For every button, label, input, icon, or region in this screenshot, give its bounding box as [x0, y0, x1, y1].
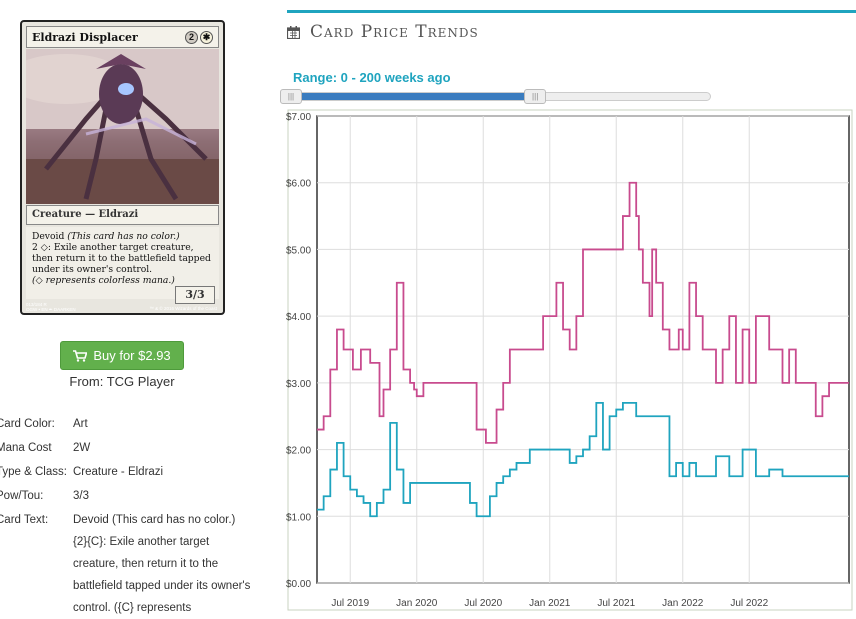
card-art	[26, 49, 219, 204]
cart-icon	[73, 349, 88, 362]
card-type-line: Creature — Eldrazi	[26, 205, 219, 225]
range-slider[interactable]: ||| |||	[280, 89, 711, 104]
range-handle-end[interactable]: |||	[524, 89, 547, 104]
range-handle-start[interactable]: |||	[280, 89, 302, 104]
collector-number: 013/184 R	[26, 302, 47, 307]
devoid-keyword: Devoid	[32, 231, 65, 242]
plot-area	[316, 115, 850, 584]
price-series-line-1	[317, 401, 849, 518]
detail-value: 3/3	[73, 490, 89, 502]
detail-label: Card Color:	[0, 418, 55, 430]
x-tick-label: Jan 2020	[396, 598, 438, 609]
price-source: From: TCG Player	[69, 374, 175, 389]
buy-button-label: Buy for $2.93	[93, 348, 171, 363]
card-image: Eldrazi Displacer 2 ✱ Creature — Eldrazi…	[20, 20, 225, 315]
detail-label: Mana Cost	[0, 442, 52, 454]
y-tick-label: $1.00	[286, 512, 311, 523]
card-title-bar: Eldrazi Displacer 2 ✱	[26, 26, 219, 48]
x-tick-label: Jan 2021	[529, 598, 571, 609]
detail-label: Type & Class:	[0, 466, 67, 478]
card-name: Eldrazi Displacer	[32, 30, 138, 44]
y-tick-label: $5.00	[286, 245, 311, 256]
copyright-line: ™ & © 2016 Wizards of the Coast	[149, 306, 217, 311]
x-tick-label: Jan 2022	[662, 598, 704, 609]
y-tick-label: $0.00	[286, 579, 311, 590]
y-tick-label: $7.00	[286, 112, 311, 123]
x-tick-label: Jul 2022	[730, 598, 768, 609]
eldrazi-art-icon	[26, 49, 219, 204]
y-tick-label: $6.00	[286, 179, 311, 190]
collector-info: 013/184 R OGW • EN ✒ DAARKEN	[26, 302, 76, 312]
detail-value: Art	[73, 418, 88, 430]
card-rules-text: Devoid (This card has no color.) 2 ◇: Ex…	[26, 227, 219, 299]
detail-label: Pow/Tou:	[0, 490, 44, 502]
buy-button[interactable]: Buy for $2.93	[60, 341, 184, 370]
range-slider-fill	[291, 93, 536, 100]
generic-mana-icon: 2	[185, 30, 198, 44]
devoid-reminder: (This card has no color.)	[67, 231, 180, 242]
colorless-reminder: (◇ represents colorless mana.)	[32, 275, 175, 286]
section-divider	[287, 10, 856, 13]
x-tick-label: Jul 2021	[597, 598, 635, 609]
mana-cost: 2 ✱	[185, 30, 213, 44]
y-tick-label: $3.00	[286, 379, 311, 390]
x-tick-label: Jul 2019	[331, 598, 369, 609]
y-tick-label: $2.00	[286, 446, 311, 457]
colorless-mana-icon: ✱	[200, 30, 213, 44]
detail-value: Devoid (This card has no color.) {2}{C}:…	[73, 514, 251, 614]
price-chart: $0.00 $1.00 $2.00 $3.00 $4.00 $5.00 $6.00 $7.00…	[286, 109, 853, 611]
detail-value: Creature - Eldrazi	[73, 466, 164, 478]
calendar-icon	[287, 25, 300, 39]
x-tick-label: Jul 2020	[464, 598, 502, 609]
y-tick-label: $4.00	[286, 312, 311, 323]
ability-text: 2 ◇: Exile another target creature, then…	[32, 242, 211, 275]
section-title: Card Price Trends	[310, 22, 479, 42]
detail-label: Card Text:	[0, 514, 49, 526]
detail-value: 2W	[73, 442, 91, 454]
section-header: Card Price Trends	[287, 22, 479, 42]
set-artist-line: OGW • EN ✒ DAARKEN	[26, 307, 76, 312]
price-series-line-0	[317, 181, 849, 444]
range-label: Range: 0 - 200 weeks ago	[293, 70, 451, 85]
power-toughness-box: 3/3	[175, 286, 215, 304]
